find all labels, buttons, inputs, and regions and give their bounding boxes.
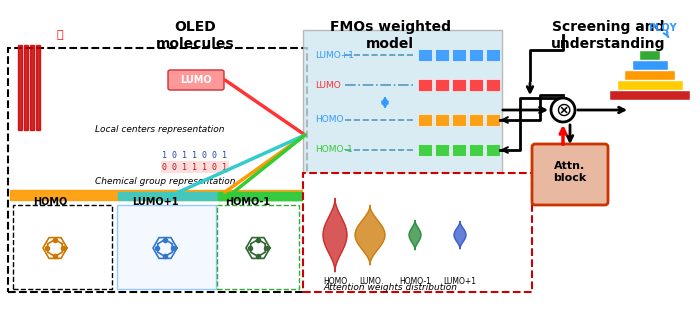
Text: OLED
molecules: OLED molecules <box>155 20 234 51</box>
FancyBboxPatch shape <box>610 91 690 100</box>
Bar <box>418 49 432 61</box>
Text: Attention weights distribution: Attention weights distribution <box>323 283 457 292</box>
Text: LUMO+1: LUMO+1 <box>132 197 178 207</box>
Text: HOMO-1: HOMO-1 <box>225 197 271 207</box>
Text: HOMO-1: HOMO-1 <box>399 278 431 286</box>
Bar <box>418 79 432 91</box>
Bar <box>30 45 34 130</box>
Bar <box>452 114 466 126</box>
Text: PLQY: PLQY <box>648 22 677 37</box>
Text: Attn.
block: Attn. block <box>554 161 587 183</box>
FancyBboxPatch shape <box>168 70 224 90</box>
Bar <box>435 49 449 61</box>
Text: ⊗: ⊗ <box>555 101 571 119</box>
Bar <box>469 144 483 156</box>
Bar <box>435 114 449 126</box>
FancyBboxPatch shape <box>618 81 683 90</box>
Polygon shape <box>355 205 385 265</box>
Polygon shape <box>454 221 466 249</box>
FancyBboxPatch shape <box>303 173 532 292</box>
Bar <box>486 79 500 91</box>
Text: LUMO+1: LUMO+1 <box>444 278 477 286</box>
Bar <box>469 49 483 61</box>
Text: LUMO: LUMO <box>359 278 381 286</box>
Bar <box>118 192 313 200</box>
Text: Local centers representation: Local centers representation <box>95 125 225 135</box>
Bar <box>469 79 483 91</box>
Bar <box>36 45 40 130</box>
Bar <box>452 49 466 61</box>
Text: LUMO: LUMO <box>180 75 212 85</box>
Bar <box>452 144 466 156</box>
Bar <box>435 144 449 156</box>
Circle shape <box>551 98 575 122</box>
Bar <box>486 49 500 61</box>
Text: Screening and
understanding: Screening and understanding <box>551 20 665 51</box>
Text: FMOs weighted
model: FMOs weighted model <box>330 20 451 51</box>
Bar <box>418 144 432 156</box>
Polygon shape <box>409 220 421 250</box>
Bar <box>24 45 28 130</box>
Text: HOMO-1: HOMO-1 <box>315 146 353 154</box>
Text: HOMO: HOMO <box>323 278 347 286</box>
Bar <box>486 144 500 156</box>
FancyBboxPatch shape <box>633 61 668 70</box>
Text: HOMO: HOMO <box>33 197 67 207</box>
Bar <box>10 190 305 200</box>
FancyBboxPatch shape <box>640 51 660 60</box>
Text: LUMO+1: LUMO+1 <box>315 50 354 59</box>
FancyBboxPatch shape <box>532 144 608 205</box>
Bar <box>469 114 483 126</box>
Bar <box>435 79 449 91</box>
Polygon shape <box>323 198 347 272</box>
FancyBboxPatch shape <box>625 71 675 80</box>
Text: 0 0 1 1 1 0 1: 0 0 1 1 1 0 1 <box>162 162 228 172</box>
FancyBboxPatch shape <box>303 30 502 174</box>
Text: Chemical group representation: Chemical group representation <box>94 178 235 186</box>
Bar <box>418 114 432 126</box>
Text: HOMO: HOMO <box>315 115 344 124</box>
Bar <box>486 114 500 126</box>
Bar <box>218 192 313 200</box>
Text: LUMO: LUMO <box>315 81 341 89</box>
FancyBboxPatch shape <box>117 205 216 289</box>
Text: 1 0 1 1 0 0 1: 1 0 1 1 0 0 1 <box>162 150 228 159</box>
Bar <box>452 79 466 91</box>
Text: 🔴: 🔴 <box>57 30 63 40</box>
Bar <box>18 45 22 130</box>
